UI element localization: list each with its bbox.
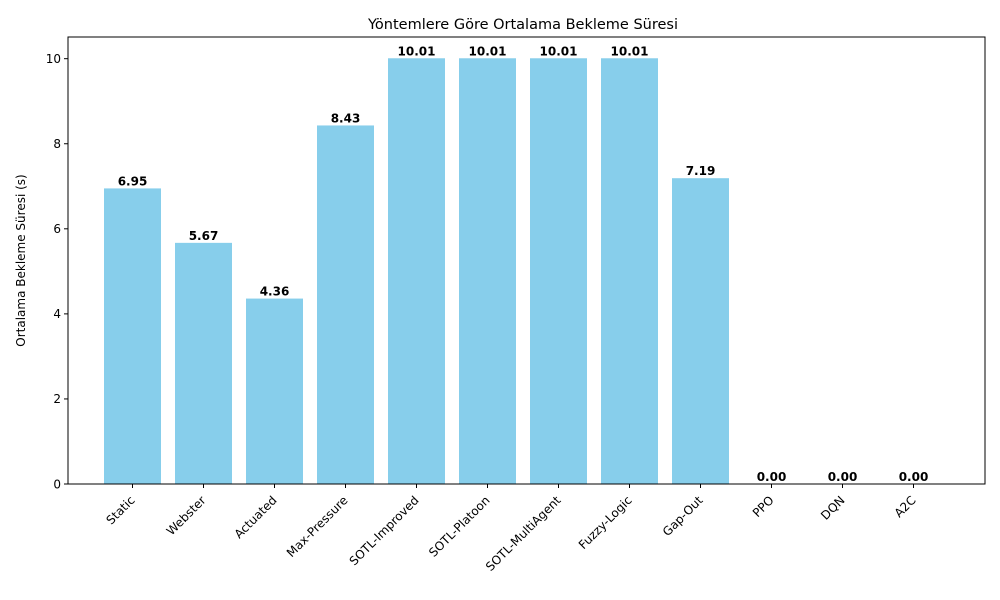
x-tick-label: DQN <box>818 493 847 522</box>
x-tick-label: SOTL-Improved <box>347 493 422 568</box>
data-label: 10.01 <box>540 44 578 58</box>
x-tick-label: Fuzzy-Logic <box>576 493 635 552</box>
x-tick-label: Webster <box>164 493 209 538</box>
data-label: 10.01 <box>611 44 649 58</box>
y-tick-label: 0 <box>53 477 61 491</box>
bar-sotl-multiagent <box>530 58 587 485</box>
bar-static <box>104 188 161 484</box>
bar-sotl-platoon <box>459 58 516 485</box>
bar-sotl-improved <box>388 58 445 485</box>
y-tick-label: 2 <box>53 392 61 406</box>
x-tick-label: A2C <box>892 493 919 520</box>
y-tick-label: 10 <box>46 52 61 66</box>
y-tick-label: 8 <box>53 137 61 151</box>
x-tick-label: PPO <box>750 493 777 520</box>
data-label: 8.43 <box>331 111 361 125</box>
data-label: 6.95 <box>118 174 148 188</box>
x-tick-label: SOTL-Platoon <box>426 493 493 560</box>
chart-title: Yöntemlere Göre Ortalama Bekleme Süresi <box>367 17 678 33</box>
bar-actuated <box>246 298 303 484</box>
bar-gap-out <box>672 178 729 484</box>
x-tick-label: SOTL-MultiAgent <box>483 493 564 574</box>
data-label: 0.00 <box>899 470 929 484</box>
y-axis: 0 2 4 6 8 10 <box>46 52 68 491</box>
x-tick-label: Static <box>103 493 137 527</box>
y-tick-label: 4 <box>53 307 61 321</box>
data-label: 0.00 <box>828 470 858 484</box>
y-axis-title: Ortalama Bekleme Süresi (s) <box>14 174 28 346</box>
bar-max-pressure <box>317 125 374 485</box>
x-axis: Static Webster Actuated Max-PressureSOTL-Im… <box>103 484 919 574</box>
bar-fuzzy-logic <box>601 58 658 485</box>
data-label: 10.01 <box>469 44 507 58</box>
data-label: 10.01 <box>398 44 436 58</box>
bar-webster <box>175 242 232 484</box>
y-tick-label: 6 <box>53 222 61 236</box>
bars-layer <box>104 58 729 485</box>
data-label: 4.36 <box>260 285 290 299</box>
plot-frame <box>67 36 986 485</box>
x-tick-label: Gap-Out <box>660 493 706 539</box>
data-label: 5.67 <box>189 229 219 243</box>
data-label: 7.19 <box>686 164 716 178</box>
x-tick-label: Actuated <box>232 493 280 541</box>
data-labels-layer: 6.95 5.67 4.36 8.43 10.01 10.01 10.01 10.01 7.19… <box>118 44 929 484</box>
x-tick-label: Max-Pressure <box>284 493 351 560</box>
data-label: 0.00 <box>757 470 787 484</box>
